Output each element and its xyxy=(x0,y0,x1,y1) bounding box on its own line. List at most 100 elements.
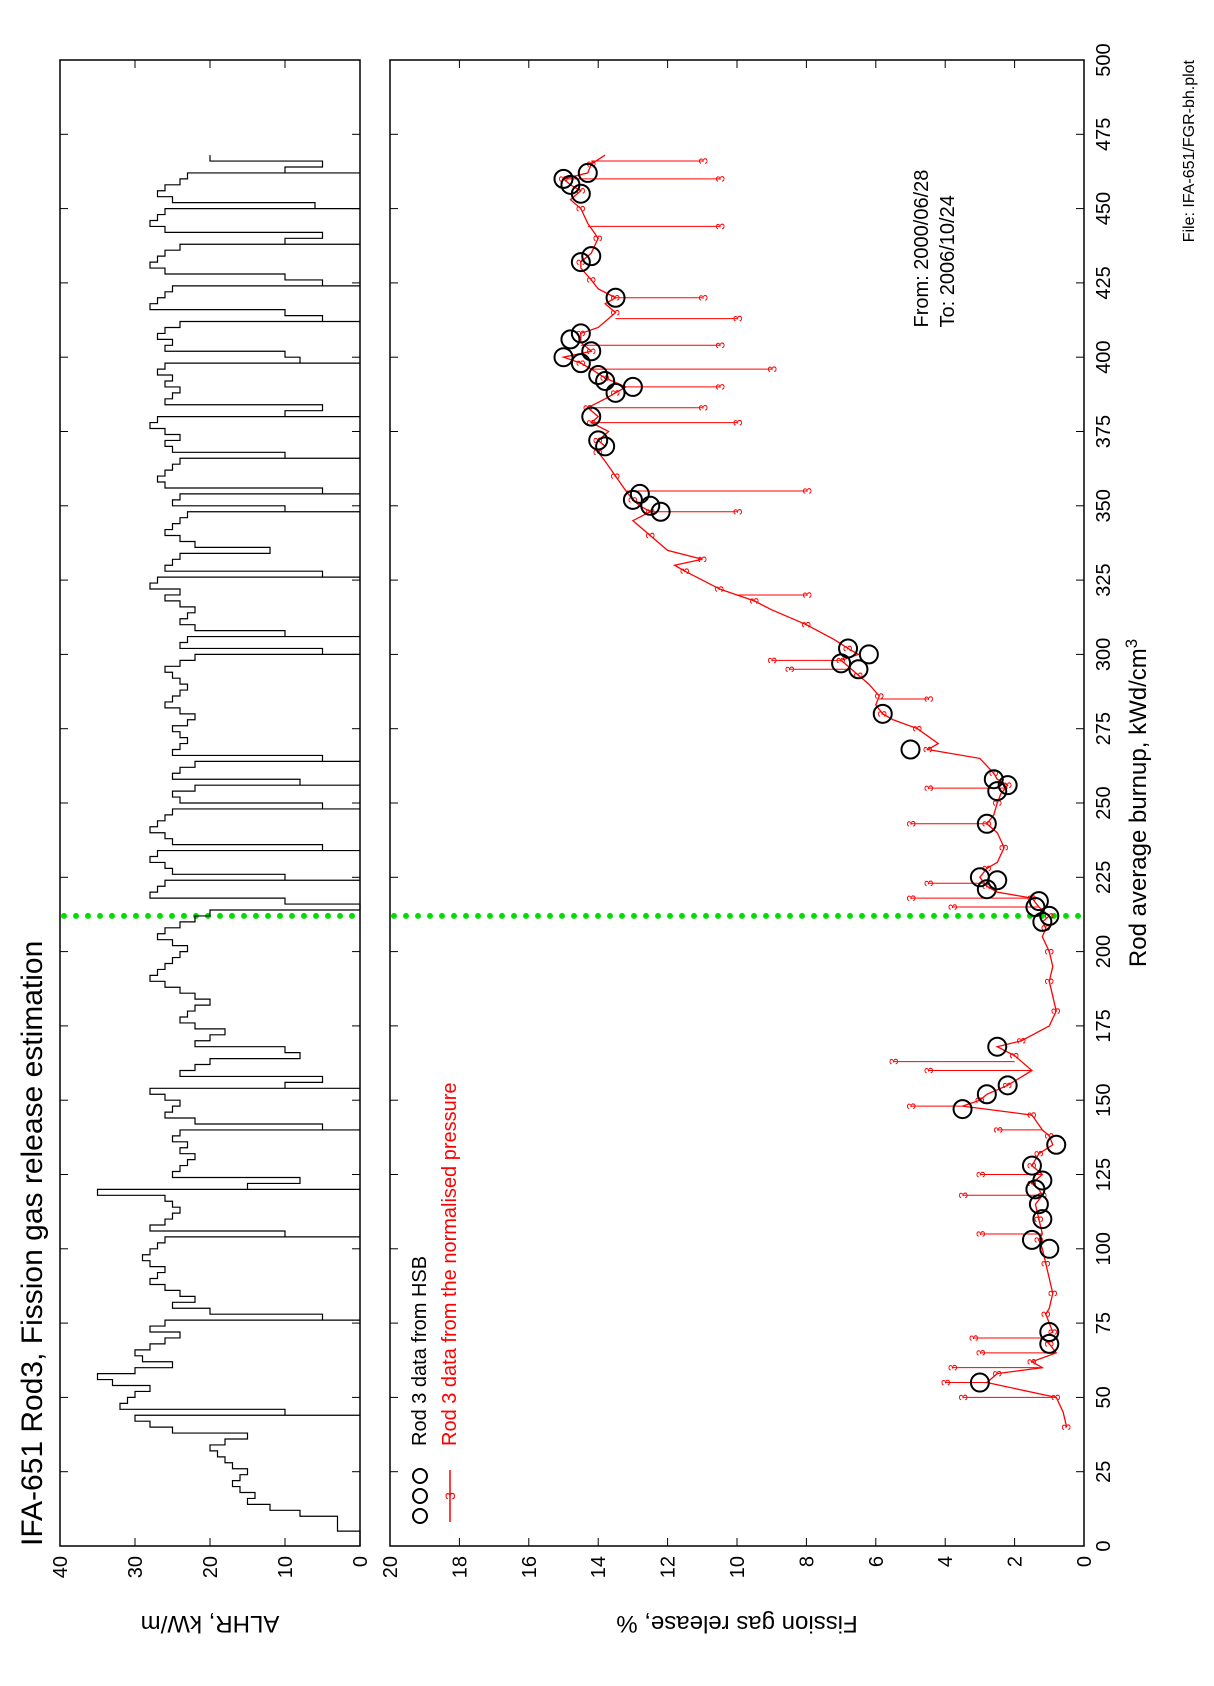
svg-text:3: 3 xyxy=(696,157,710,164)
svg-text:3: 3 xyxy=(905,820,919,827)
svg-text:Rod 3 data from HSB: Rod 3 data from HSB xyxy=(409,1256,431,1446)
two-panel-chart: IFA-651 Rod3, Fission gas release estima… xyxy=(0,0,1214,1686)
svg-text:40: 40 xyxy=(50,1556,72,1578)
svg-text:8: 8 xyxy=(796,1556,818,1567)
svg-text:3: 3 xyxy=(1049,1007,1063,1014)
svg-text:75: 75 xyxy=(1093,1312,1115,1334)
svg-text:325: 325 xyxy=(1093,563,1115,596)
svg-text:3: 3 xyxy=(609,472,623,479)
svg-text:3: 3 xyxy=(905,1102,919,1109)
svg-text:50: 50 xyxy=(1093,1386,1115,1408)
svg-text:3: 3 xyxy=(1042,948,1056,955)
svg-text:3: 3 xyxy=(1060,1423,1074,1430)
svg-text:3: 3 xyxy=(1015,1037,1029,1044)
svg-text:3: 3 xyxy=(922,880,936,887)
svg-text:3: 3 xyxy=(887,1058,901,1065)
svg-text:3: 3 xyxy=(584,276,598,283)
svg-text:3: 3 xyxy=(1046,1290,1060,1297)
svg-text:3: 3 xyxy=(609,309,623,316)
svg-text:3: 3 xyxy=(872,692,886,699)
svg-text:3: 3 xyxy=(905,894,919,901)
svg-text:30: 30 xyxy=(125,1556,147,1578)
svg-text:3: 3 xyxy=(731,315,745,322)
svg-text:3: 3 xyxy=(714,175,728,182)
svg-text:3: 3 xyxy=(997,844,1011,851)
svg-text:3: 3 xyxy=(713,585,727,592)
svg-text:3: 3 xyxy=(939,1379,953,1386)
svg-text:125: 125 xyxy=(1093,1158,1115,1191)
svg-text:3: 3 xyxy=(714,342,728,349)
svg-text:3: 3 xyxy=(1039,1260,1053,1267)
svg-text:500: 500 xyxy=(1093,43,1115,76)
svg-text:3: 3 xyxy=(841,645,855,652)
svg-text:3: 3 xyxy=(1025,1162,1039,1169)
svg-text:3: 3 xyxy=(910,725,924,732)
svg-text:3: 3 xyxy=(442,1492,458,1500)
svg-text:4: 4 xyxy=(935,1556,957,1567)
svg-text:375: 375 xyxy=(1093,415,1115,448)
svg-text:3: 3 xyxy=(974,1171,988,1178)
svg-text:3: 3 xyxy=(696,294,710,301)
svg-text:100: 100 xyxy=(1093,1232,1115,1265)
svg-text:Rod 3 data from the normalised: Rod 3 data from the normalised pressure xyxy=(439,1082,461,1446)
svg-text:20: 20 xyxy=(380,1556,402,1578)
svg-text:3: 3 xyxy=(766,657,780,664)
svg-text:3: 3 xyxy=(643,532,657,539)
svg-text:3: 3 xyxy=(957,1394,971,1401)
svg-text:3: 3 xyxy=(696,404,710,411)
svg-text:IFA-651 Rod3, Fission gas rele: IFA-651 Rod3, Fission gas release estima… xyxy=(16,941,49,1546)
svg-text:12: 12 xyxy=(658,1556,680,1578)
svg-text:300: 300 xyxy=(1093,638,1115,671)
svg-text:3: 3 xyxy=(609,389,623,396)
svg-text:3: 3 xyxy=(591,235,605,242)
svg-text:3: 3 xyxy=(800,591,814,598)
svg-text:200: 200 xyxy=(1093,935,1115,968)
svg-text:3: 3 xyxy=(876,710,890,717)
svg-text:Rod average burnup, kWd/cm3: Rod average burnup, kWd/cm3 xyxy=(1122,639,1153,967)
svg-text:275: 275 xyxy=(1093,712,1115,745)
svg-text:To: 2006/10/24: To: 2006/10/24 xyxy=(937,195,959,327)
svg-text:3: 3 xyxy=(799,621,813,628)
svg-text:3: 3 xyxy=(1025,1111,1039,1118)
svg-text:425: 425 xyxy=(1093,266,1115,299)
svg-text:18: 18 xyxy=(449,1556,471,1578)
svg-text:350: 350 xyxy=(1093,489,1115,522)
svg-text:3: 3 xyxy=(922,784,936,791)
svg-text:14: 14 xyxy=(588,1556,610,1578)
svg-text:3: 3 xyxy=(1001,1082,1015,1089)
svg-text:10: 10 xyxy=(727,1556,749,1578)
svg-text:0: 0 xyxy=(1074,1556,1096,1567)
svg-text:250: 250 xyxy=(1093,786,1115,819)
svg-text:Fission gas release, %: Fission gas release, % xyxy=(616,1610,857,1637)
svg-text:475: 475 xyxy=(1093,118,1115,151)
svg-text:3: 3 xyxy=(714,383,728,390)
svg-text:3: 3 xyxy=(957,1192,971,1199)
svg-text:3: 3 xyxy=(695,556,709,563)
svg-text:400: 400 xyxy=(1093,341,1115,374)
svg-text:3: 3 xyxy=(1042,978,1056,985)
svg-text:20: 20 xyxy=(200,1556,222,1578)
svg-text:3: 3 xyxy=(1008,1052,1022,1059)
svg-text:10: 10 xyxy=(275,1556,297,1578)
svg-text:3: 3 xyxy=(990,1370,1004,1377)
svg-text:3: 3 xyxy=(574,205,588,212)
svg-text:0: 0 xyxy=(350,1556,372,1567)
svg-text:6: 6 xyxy=(866,1556,888,1567)
svg-text:25: 25 xyxy=(1093,1461,1115,1483)
svg-text:3: 3 xyxy=(974,1230,988,1237)
svg-text:3: 3 xyxy=(731,508,745,515)
svg-text:3: 3 xyxy=(678,568,692,575)
svg-text:3: 3 xyxy=(921,746,935,753)
svg-text:From: 2000/06/28: From: 2000/06/28 xyxy=(911,170,933,328)
svg-text:ALHR, kW/m: ALHR, kW/m xyxy=(141,1610,280,1637)
svg-text:3: 3 xyxy=(584,348,598,355)
svg-text:3: 3 xyxy=(1039,1311,1053,1318)
svg-text:2: 2 xyxy=(1005,1556,1027,1567)
svg-text:3: 3 xyxy=(731,419,745,426)
svg-text:File: IFA-651/FGR-bh.plot: File: IFA-651/FGR-bh.plot xyxy=(1181,59,1198,242)
svg-text:150: 150 xyxy=(1093,1084,1115,1117)
svg-text:3: 3 xyxy=(991,1126,1005,1133)
svg-text:0: 0 xyxy=(1093,1540,1115,1551)
svg-text:3: 3 xyxy=(783,666,797,673)
svg-text:3: 3 xyxy=(946,903,960,910)
